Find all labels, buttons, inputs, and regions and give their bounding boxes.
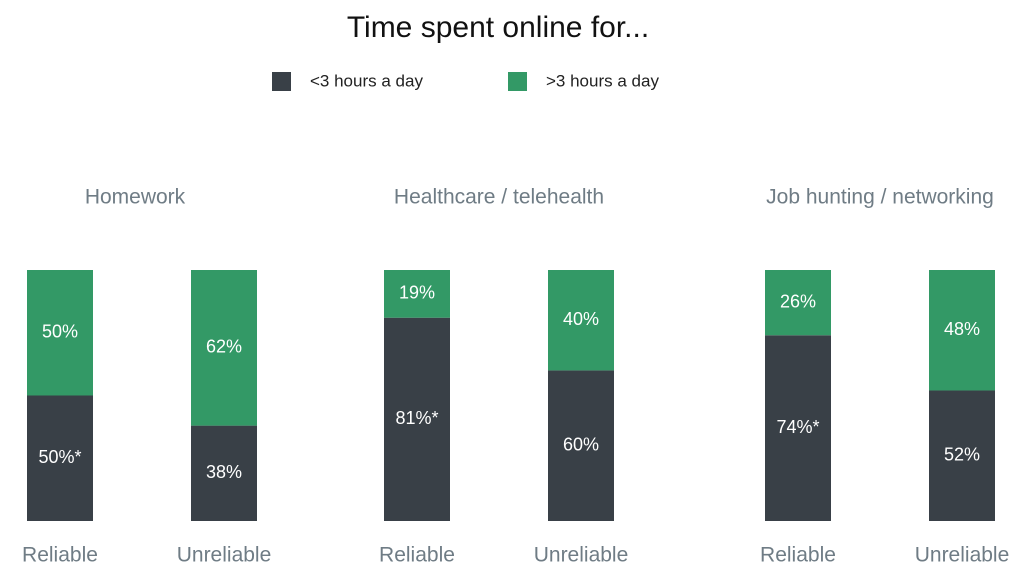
chart-subtitle: Homework [85, 186, 186, 209]
value-label: 40% [563, 309, 599, 329]
value-label: 62% [206, 337, 242, 357]
bar-segment [191, 425, 257, 521]
chart-subtitle: Healthcare / telehealth [394, 186, 604, 209]
value-label: 74%* [776, 417, 819, 437]
legend-swatch [508, 72, 527, 91]
value-label: 50%* [38, 447, 81, 467]
legend-swatch [272, 72, 291, 91]
bar-segment [548, 370, 614, 521]
bar-segment [548, 270, 614, 371]
value-label: 19% [399, 283, 435, 303]
bar-segment [384, 270, 450, 318]
value-label: 38% [206, 462, 242, 482]
legend-label: >3 hours a day [546, 71, 659, 90]
value-label: 50% [42, 322, 78, 342]
category-label: Reliable [760, 544, 836, 567]
category-label: Reliable [379, 544, 455, 567]
value-label: 52% [944, 444, 980, 464]
category-label: Unreliable [915, 544, 1010, 567]
category-label: Reliable [22, 544, 98, 567]
bar-segment [765, 335, 831, 521]
category-label: Unreliable [177, 544, 272, 567]
value-label: 81%* [395, 408, 438, 428]
bar-segment [191, 270, 257, 426]
bar-segment [929, 270, 995, 391]
chart-title: Time spent online for... [347, 11, 649, 44]
bar-segment [27, 395, 93, 521]
bar-segment [27, 270, 93, 396]
bar-segment [929, 390, 995, 521]
bar-segment [765, 270, 831, 336]
bar-segment [384, 317, 450, 521]
chart-subtitle: Job hunting / networking [766, 186, 994, 209]
value-label: 48% [944, 319, 980, 339]
category-label: Unreliable [534, 544, 629, 567]
value-label: 26% [780, 291, 816, 311]
value-label: 60% [563, 434, 599, 454]
legend-label: <3 hours a day [310, 71, 423, 90]
